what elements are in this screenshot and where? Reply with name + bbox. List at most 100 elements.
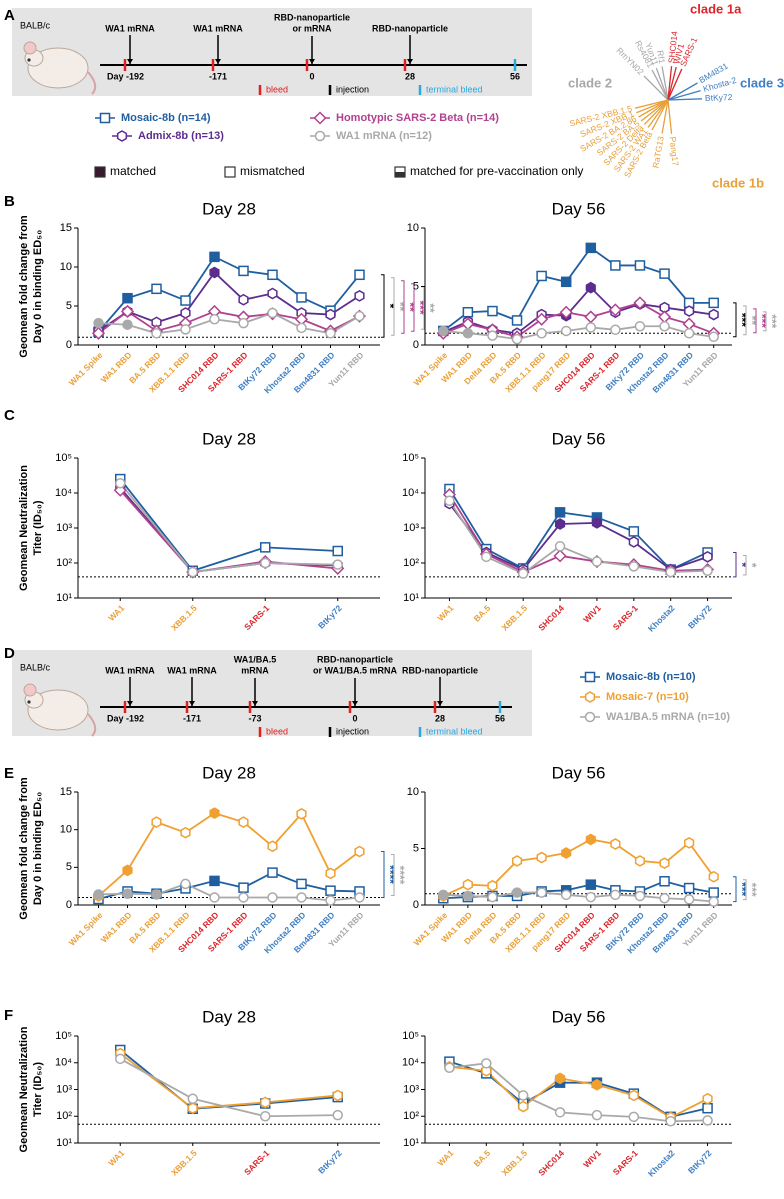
data-point [561, 847, 572, 859]
data-point [296, 292, 307, 303]
legend-label: injection [336, 84, 369, 94]
leaf-label: RaTG13 [650, 135, 665, 169]
data-point [628, 1111, 640, 1123]
data-point [481, 551, 492, 563]
data-point [591, 1109, 603, 1121]
data-point [659, 321, 670, 332]
data-point [444, 1062, 455, 1074]
significance-label: **** [383, 865, 397, 884]
data-point [267, 892, 278, 903]
data-point [608, 303, 622, 317]
series-line [119, 478, 338, 572]
data-point [267, 269, 278, 281]
data-point [209, 892, 220, 903]
data-point [209, 266, 220, 279]
legend-label: WA1/BA.5 mRNA (n=10) [606, 711, 730, 723]
x-tick-label: SARS-1 [242, 603, 271, 632]
data-point [591, 517, 603, 529]
y-tick-label: 10² [403, 1110, 419, 1122]
clade-label: clade 3 [740, 75, 784, 90]
y-tick-label: 10¹ [56, 1137, 72, 1149]
data-point [481, 1058, 492, 1069]
day-label: Day -192 [107, 71, 144, 81]
legend-label: terminal bleed [426, 726, 483, 736]
arrow-head [127, 59, 133, 64]
clade-label: clade 2 [568, 75, 612, 90]
data-point [93, 317, 104, 329]
data-point [354, 892, 365, 903]
data-point [657, 310, 672, 324]
tree-branch [636, 99, 669, 114]
data-point [332, 1089, 343, 1102]
data-point [560, 325, 572, 337]
data-point [708, 870, 719, 883]
data-point [585, 242, 597, 254]
x-tick-label: BtKy72 [686, 603, 714, 631]
x-tick-label: WA1 [435, 1148, 455, 1168]
event-label: RBD-nanoparticle [274, 12, 350, 22]
event-label: or WA1/BA.5 mRNA [313, 665, 398, 675]
series-line [448, 500, 708, 575]
legend-label: WA1 mRNA (n=12) [336, 130, 432, 142]
tree-branch [661, 99, 669, 134]
tree-branch [647, 99, 669, 128]
significance-bracket [391, 854, 395, 896]
leaf-label: Pang17 [668, 136, 681, 166]
data-point [180, 307, 191, 319]
y-tick-label: 10 [407, 222, 419, 234]
data-point [151, 328, 162, 339]
y-axis-label: Geomean fold change from [18, 777, 30, 920]
panel-label: C [4, 407, 15, 424]
event-label: WA1 mRNA [105, 23, 155, 33]
data-point [536, 851, 547, 864]
legend-label: Homotypic SARS-2 Beta (n=14) [336, 112, 499, 124]
y-tick-label: 10 [407, 786, 419, 798]
y-tick-label: 10¹ [56, 592, 72, 604]
y-tick-label: 10³ [403, 1083, 419, 1095]
y-tick-label: 10⁵ [402, 1030, 419, 1042]
data-point [684, 836, 695, 849]
y-axis-label: Day 0 in binding ED₅₀ [32, 230, 44, 343]
series-line [98, 882, 360, 902]
significance-bracket [411, 283, 415, 332]
data-point [553, 549, 567, 563]
y-tick-label: 15 [60, 222, 72, 234]
data-point [628, 1089, 639, 1102]
data-point [554, 518, 566, 530]
data-point [585, 833, 596, 846]
event-label: mRNA [241, 665, 269, 675]
leaf-label: Rf1 [655, 50, 667, 65]
tree-branch [655, 67, 669, 101]
x-tick-label: XBB.1.5 [499, 1148, 529, 1178]
data-point [260, 557, 271, 569]
tree-branch [667, 68, 683, 101]
x-tick-label: SARS-1 [242, 1148, 271, 1177]
y-tick-label: 10³ [56, 522, 72, 534]
data-point [517, 1090, 529, 1101]
data-point [517, 568, 529, 579]
y-tick-label: 10³ [403, 522, 419, 534]
y-tick-label: 15 [60, 786, 72, 798]
data-point [585, 322, 597, 333]
data-point [684, 305, 695, 317]
y-tick-label: 5 [413, 842, 419, 854]
data-point [296, 322, 307, 334]
legend-label: Mosaic-7 (n=10) [606, 691, 689, 703]
data-point [487, 305, 498, 317]
x-tick-label: BA.5 [472, 1148, 493, 1169]
data-point [325, 885, 336, 896]
series-line [119, 1049, 338, 1110]
data-point [659, 857, 670, 870]
data-point [683, 894, 695, 905]
series-line [97, 812, 361, 897]
significance-label: ** [403, 302, 417, 312]
y-tick-label: 10¹ [403, 1137, 419, 1149]
event-label: WA1 mRNA [167, 665, 217, 675]
data-point [591, 556, 603, 567]
data-point [708, 297, 719, 309]
significance-bracket [763, 311, 767, 332]
panel-label: E [4, 765, 14, 782]
chart-title: Day 28 [202, 199, 256, 218]
data-point [481, 1064, 492, 1077]
significance-label: *** [755, 314, 769, 328]
